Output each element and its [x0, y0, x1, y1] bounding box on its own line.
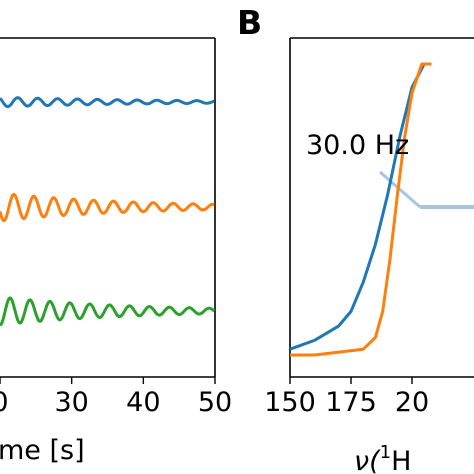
panel-b-x-tick-label: 20 [395, 387, 429, 418]
panel-a-series-line [0, 296, 216, 327]
panel-a-x-tick-label: 30 [54, 387, 88, 418]
panel-a-series [0, 96, 216, 327]
panel-a: 0 30 40 50 me [s] [0, 37, 232, 466]
x-label-nu: ν( [354, 446, 381, 474]
panel-b-series [289, 62, 432, 357]
panel-b-x-tick-label: 175 [325, 387, 377, 418]
panel-a-series-line [0, 96, 215, 109]
panel-b-x-axis-label: ν(1H [354, 442, 411, 474]
panel-a-x-tick-label: 40 [126, 387, 160, 418]
panel-a-series-line [0, 192, 215, 222]
x-label-superscript: 1 [380, 442, 391, 463]
panel-b: B 150 175 20 30.0 Hz ν(1H [237, 3, 474, 474]
panel-b-letter: B [237, 3, 262, 42]
panel-b-x-tick-label: 150 [264, 387, 316, 418]
annotation-leader-line [379, 170, 421, 209]
panel-a-x-axis-label: me [s] [0, 435, 85, 466]
panel-a-x-tick-label: 0 [0, 387, 9, 418]
x-label-nucleus: H [391, 446, 411, 474]
panel-b-series-line [290, 62, 432, 357]
panel-a-x-tick-label: 50 [198, 387, 232, 418]
linewidth-annotation: 30.0 Hz [306, 130, 409, 161]
panel-b-x-ticks: 150 175 20 [264, 377, 429, 418]
panel-a-x-ticks: 0 30 40 50 [0, 377, 232, 418]
